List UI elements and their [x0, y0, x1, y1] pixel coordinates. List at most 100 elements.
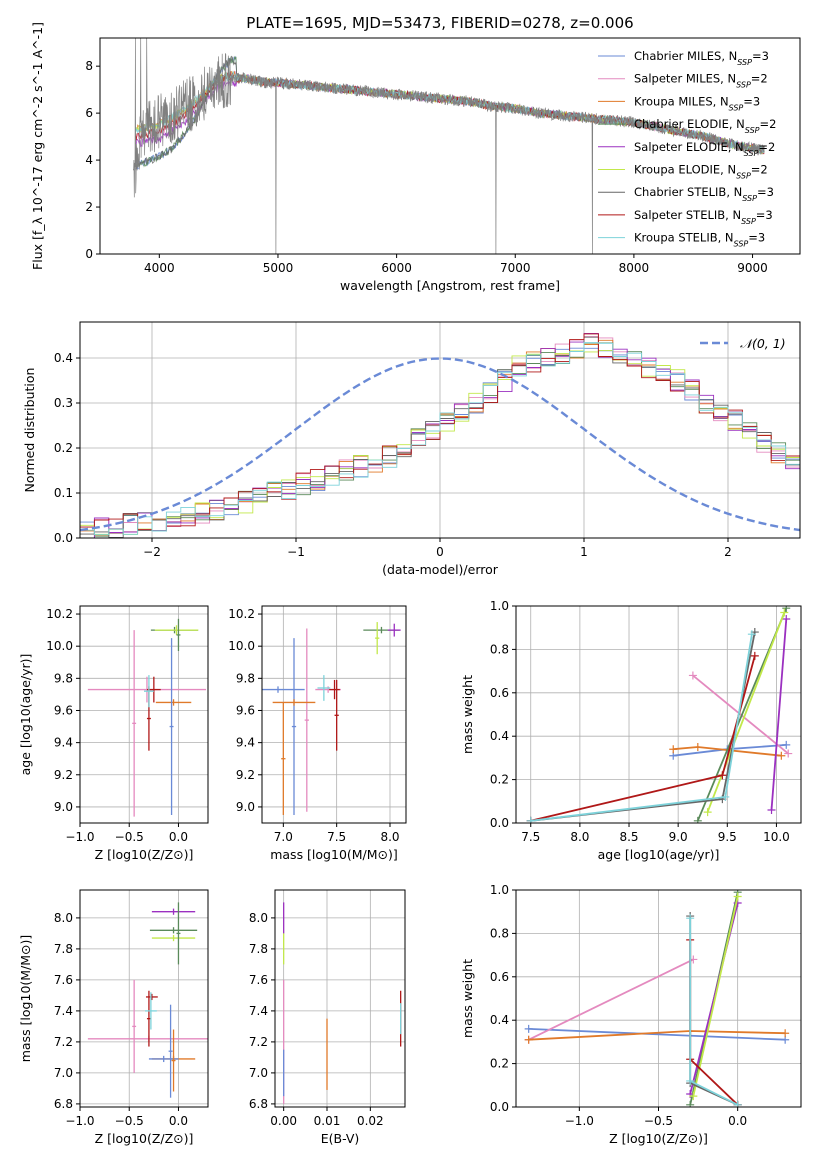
axes-frame — [515, 605, 802, 824]
x-tick-label: 0.01 — [314, 1114, 341, 1128]
x-axis-label: age [log10(age/yr)] — [598, 847, 720, 862]
x-tick-label: 2 — [724, 545, 732, 559]
mass-weight-marker — [689, 1092, 698, 1101]
y-tick-label: 7.6 — [249, 973, 268, 987]
observed-spectrum-line — [132, 38, 765, 254]
plot-area — [87, 618, 207, 817]
mass-weight-marker — [781, 1029, 790, 1038]
mass-weight-marker — [721, 792, 730, 801]
error-bar-point — [176, 902, 181, 965]
y-tick-label: 10.0 — [228, 639, 255, 653]
error-bar-point — [132, 979, 137, 1073]
y-tick-label: 9.6 — [236, 703, 255, 717]
normal-reference-curve — [80, 357, 800, 532]
y-tick-label: 0.2 — [490, 773, 509, 787]
mass-weight-line — [770, 618, 788, 811]
y-tick-label: 7.4 — [54, 1004, 73, 1018]
x-tick-label: 8.0 — [380, 830, 399, 844]
x-tick-label: 8.0 — [570, 830, 589, 844]
y-tick-label: 2 — [85, 200, 93, 214]
axes-frame — [79, 889, 209, 1108]
x-axis-label: Z [log10(Z/Z⊙)] — [95, 847, 194, 862]
mass-weight-marker — [782, 606, 791, 613]
y-tick-label: 6 — [85, 106, 93, 120]
x-tick-label: −0.5 — [115, 1114, 144, 1128]
x-tick-label: 6000 — [381, 261, 412, 275]
x-tick-label: 0.0 — [169, 830, 188, 844]
axes-frame — [99, 37, 801, 255]
x-tick-label: 7.5 — [521, 830, 540, 844]
y-tick-label: 9.4 — [236, 736, 255, 750]
y-tick-label: 0.2 — [54, 441, 73, 455]
mass-weight-marker — [780, 608, 789, 617]
mass-weight-marker — [718, 771, 727, 780]
x-tick-label: 9.5 — [718, 830, 737, 844]
panel-mass-weight-vs-Z: −1.0 −0.5 0.0 0.0 0.2 0.4 0.6 0.8 1.0 Z [log10(Z/… — [460, 883, 802, 1146]
y-tick-label: 0.0 — [490, 1100, 509, 1114]
y-axis-label: mass weight — [460, 959, 475, 1038]
error-bar-point — [154, 625, 199, 635]
error-bar-point — [171, 1029, 176, 1092]
mass-weight-line — [528, 1028, 786, 1041]
y-tick-label: 8 — [85, 59, 93, 73]
error-bar-point — [132, 630, 137, 817]
y-tick-label: 9.0 — [236, 800, 255, 814]
error-bar-point — [375, 622, 380, 655]
y-tick-label: 0.1 — [54, 486, 73, 500]
x-tick-label: −1 — [287, 545, 305, 559]
y-tick-label: 0.0 — [490, 816, 509, 830]
y-tick-label: 1.0 — [490, 883, 509, 897]
legend-label: Kroupa MILES, NSSP=3 — [634, 94, 760, 112]
plot-area — [524, 890, 790, 1107]
x-axis-label: (data-model)/error — [382, 562, 499, 577]
error-bar-point — [387, 623, 401, 637]
y-tick-label: 9.2 — [54, 768, 73, 782]
error-bar-point — [155, 699, 192, 706]
y-tick-label: 7.2 — [249, 1035, 268, 1049]
mass-weight-marker — [782, 615, 791, 624]
gridlines — [262, 606, 406, 823]
error-bar-point — [317, 675, 331, 701]
x-tick-label: −1.0 — [565, 1114, 594, 1128]
error-bar-point — [262, 686, 305, 693]
axes-frame — [79, 605, 209, 824]
y-tick-label: 6.8 — [249, 1097, 268, 1111]
axes-frame — [79, 321, 801, 539]
y-tick-label: 7.4 — [249, 1004, 268, 1018]
plot-area — [526, 606, 793, 823]
x-tick-label: 9000 — [737, 261, 768, 275]
x-tick-label: −2 — [143, 545, 161, 559]
x-tick-label: 0.0 — [728, 1114, 747, 1128]
mass-weight-marker — [524, 1024, 533, 1033]
x-tick-label: 8.5 — [619, 830, 638, 844]
mass-weight-line — [692, 896, 739, 1097]
error-bar-point — [146, 990, 151, 1047]
y-tick-label: 8.0 — [54, 911, 73, 925]
panel-mass-vs-EBV: 0.00 0.01 0.02 6.8 7.0 7.2 7.4 7.6 7.8 8.0 E(B-V) — [249, 889, 406, 1146]
y-tick-label: 9.8 — [236, 671, 255, 685]
y-tick-label: 0.6 — [490, 686, 509, 700]
plot-area — [80, 332, 800, 538]
y-tick-label: 9.8 — [54, 671, 73, 685]
y-axis-label: Normed distribution — [22, 368, 37, 493]
mass-weight-marker — [693, 816, 702, 823]
legend-label: Chabrier MILES, NSSP=3 — [634, 49, 769, 67]
y-axis-label: mass [log10(M/M⊙)] — [18, 935, 33, 1063]
mass-weight-marker — [669, 745, 678, 754]
x-axis-label: mass [log10(M/M⊙)] — [270, 847, 398, 862]
y-tick-label: 0.0 — [54, 531, 73, 545]
axes-frame — [261, 605, 407, 824]
x-tick-label: −1.0 — [65, 1114, 94, 1128]
y-tick-label: 10.2 — [228, 607, 255, 621]
error-bar-point — [169, 638, 174, 815]
y-tick-label: 8.0 — [249, 911, 268, 925]
x-tick-label: 0.02 — [357, 1114, 384, 1128]
error-bar-point — [281, 702, 286, 815]
axes-frame — [515, 889, 802, 1108]
error-bar-point — [272, 699, 316, 706]
y-tick-label: 0.4 — [490, 729, 509, 743]
y-axis-label: Flux [f_λ 10^-17 erg cm^-2 s^-1 A^-1] — [30, 22, 45, 270]
axes-frame — [274, 889, 406, 1108]
mass-weight-marker — [524, 1035, 533, 1044]
x-tick-label: 0 — [436, 545, 444, 559]
